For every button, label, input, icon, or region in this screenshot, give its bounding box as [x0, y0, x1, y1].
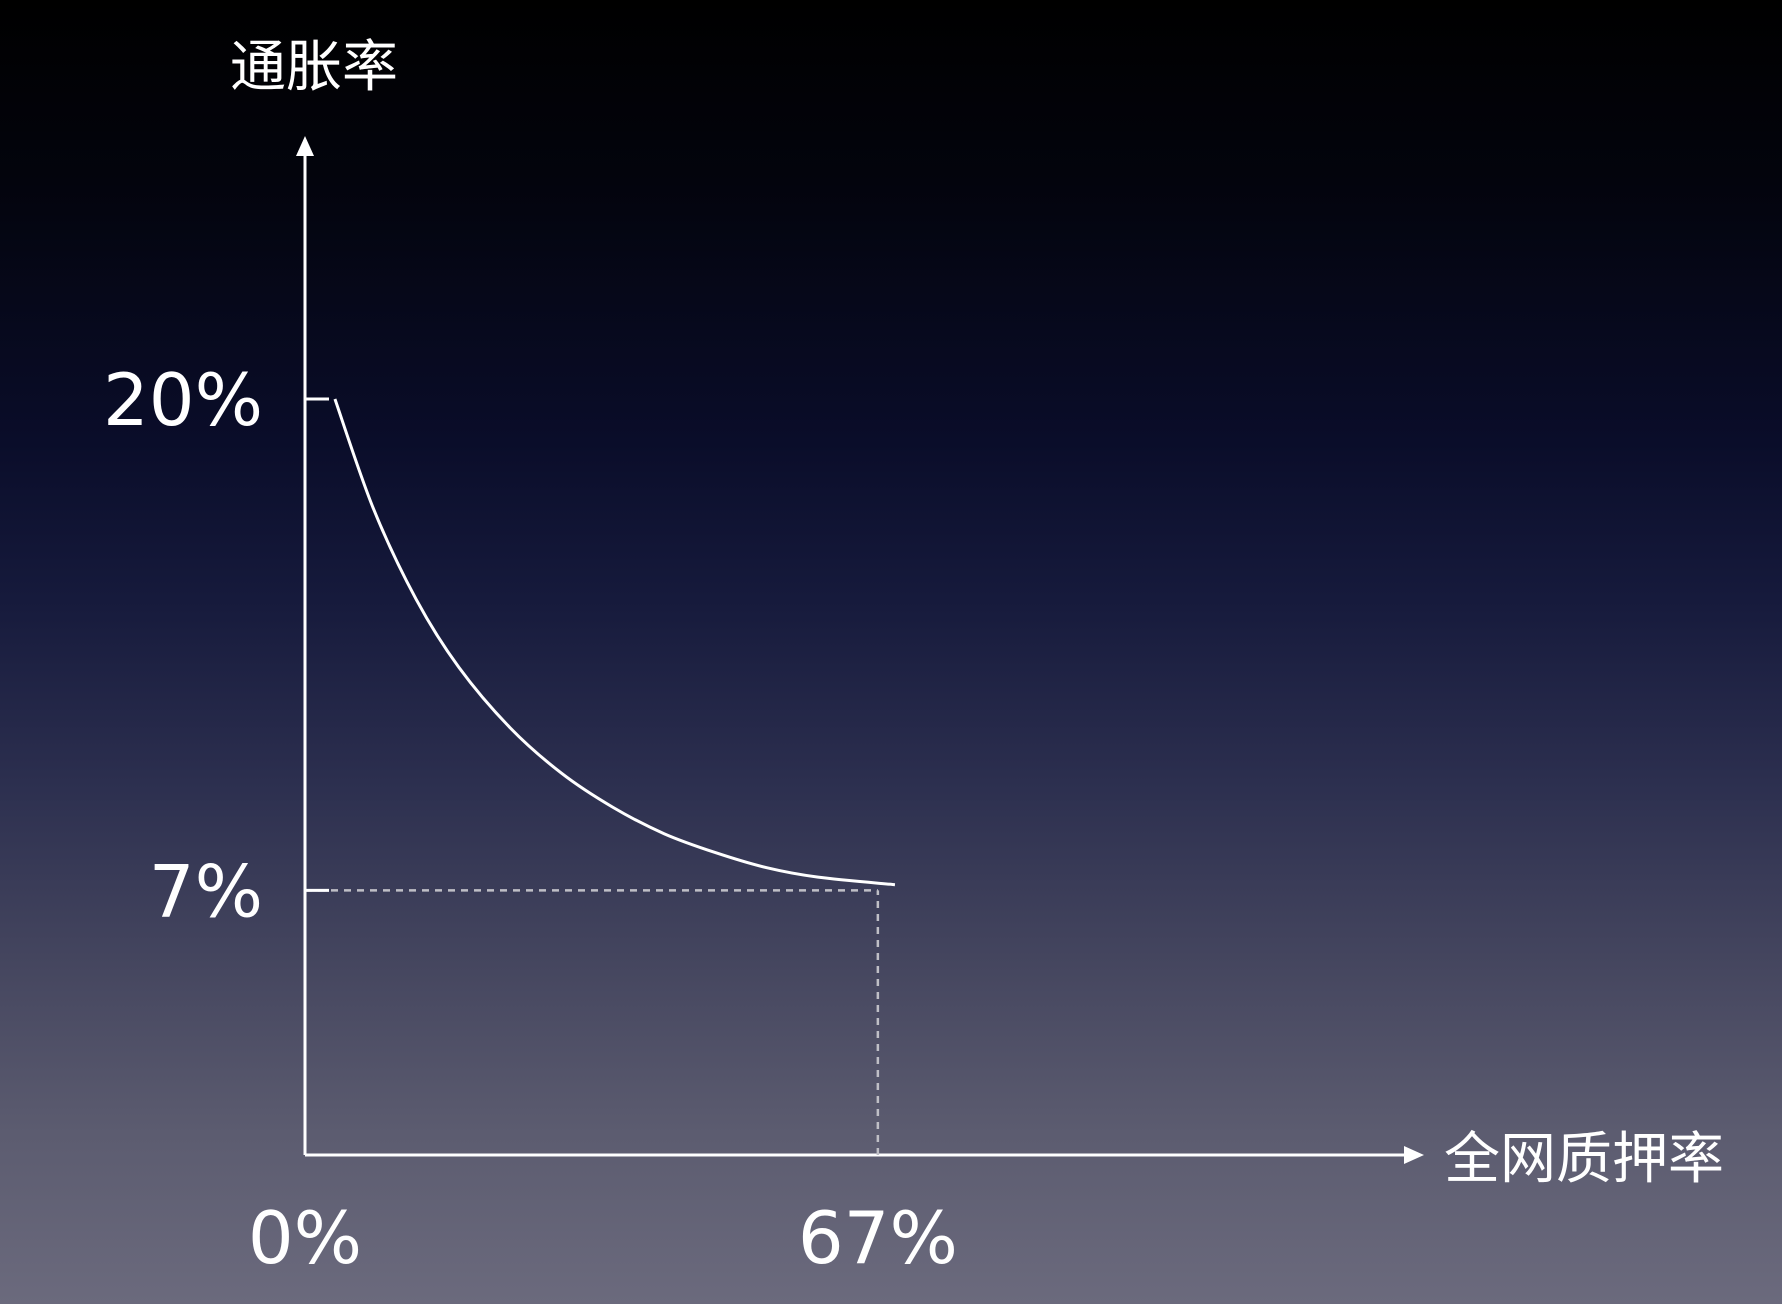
- y-tick-label: 20%: [103, 358, 263, 442]
- y-ticks: 7% 20%: [103, 358, 329, 933]
- series-layer: [333, 398, 896, 887]
- series-line-0: [333, 398, 896, 887]
- y-tick-label: 7%: [149, 849, 263, 933]
- axes: [296, 136, 1424, 1164]
- reference-lines: [305, 889, 880, 1155]
- x-tick-label: 0%: [248, 1196, 362, 1280]
- y-axis-arrow-icon: [296, 136, 314, 156]
- x-tick-label: 67%: [798, 1196, 958, 1280]
- x-axis-title: 全网质押率: [1444, 1127, 1724, 1192]
- x-ticks: 0% 67%: [248, 1196, 958, 1280]
- y-axis-title: 通胀率: [230, 35, 398, 100]
- x-axis-arrow-icon: [1404, 1146, 1424, 1164]
